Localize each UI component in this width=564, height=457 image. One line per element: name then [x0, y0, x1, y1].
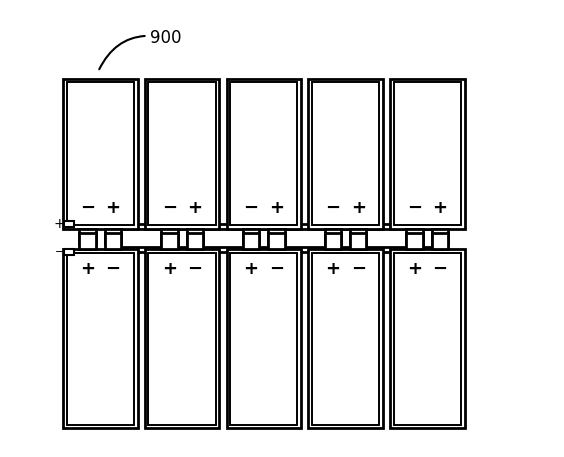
Text: −: − [407, 199, 422, 217]
Bar [227, 79, 301, 228]
Bar [105, 228, 121, 244]
Bar [407, 228, 423, 244]
Text: −: − [244, 199, 259, 217]
Bar [145, 79, 219, 228]
Text: −: − [433, 260, 448, 278]
Bar [67, 253, 134, 425]
Bar [432, 228, 448, 244]
Text: −: − [162, 199, 177, 217]
Bar [350, 233, 367, 249]
Text: −: − [269, 260, 284, 278]
Text: +: + [54, 217, 65, 231]
Text: +: + [269, 199, 284, 217]
Bar [148, 82, 215, 225]
Bar [390, 79, 465, 228]
Bar [105, 233, 121, 249]
Bar [63, 249, 138, 428]
Bar [243, 228, 259, 244]
Bar [67, 82, 134, 225]
Bar [432, 233, 448, 249]
Bar [80, 233, 96, 249]
Bar [64, 221, 74, 227]
Bar [325, 228, 341, 244]
Text: −: − [105, 260, 121, 278]
Bar [230, 253, 297, 425]
Text: +: + [80, 260, 95, 278]
Text: −: − [80, 199, 95, 217]
Bar [325, 233, 341, 249]
Bar [187, 228, 203, 244]
Bar [80, 228, 96, 244]
Text: +: + [433, 199, 448, 217]
Text: +: + [162, 260, 177, 278]
Bar [268, 233, 285, 249]
Bar [161, 233, 178, 249]
Bar [145, 249, 219, 428]
Text: +: + [244, 260, 259, 278]
Bar [312, 253, 379, 425]
Bar [309, 79, 383, 228]
Bar [187, 233, 203, 249]
Bar [230, 82, 297, 225]
Text: +: + [187, 199, 202, 217]
Text: −: − [351, 260, 366, 278]
Text: −: − [325, 199, 341, 217]
Bar [243, 233, 259, 249]
Bar [148, 253, 215, 425]
Bar [63, 79, 138, 228]
Bar [350, 228, 367, 244]
Text: +: + [105, 199, 121, 217]
Bar [394, 253, 461, 425]
Bar [390, 249, 465, 428]
Bar [407, 233, 423, 249]
Text: +: + [407, 260, 422, 278]
Text: +: + [351, 199, 366, 217]
Text: −: − [187, 260, 202, 278]
Text: 900: 900 [99, 29, 182, 69]
Bar [394, 82, 461, 225]
Text: +: + [325, 260, 340, 278]
Bar [309, 249, 383, 428]
Text: −: − [55, 247, 64, 257]
Bar [227, 249, 301, 428]
Bar [268, 228, 285, 244]
Bar [312, 82, 379, 225]
Bar [64, 249, 74, 255]
Bar [161, 228, 178, 244]
